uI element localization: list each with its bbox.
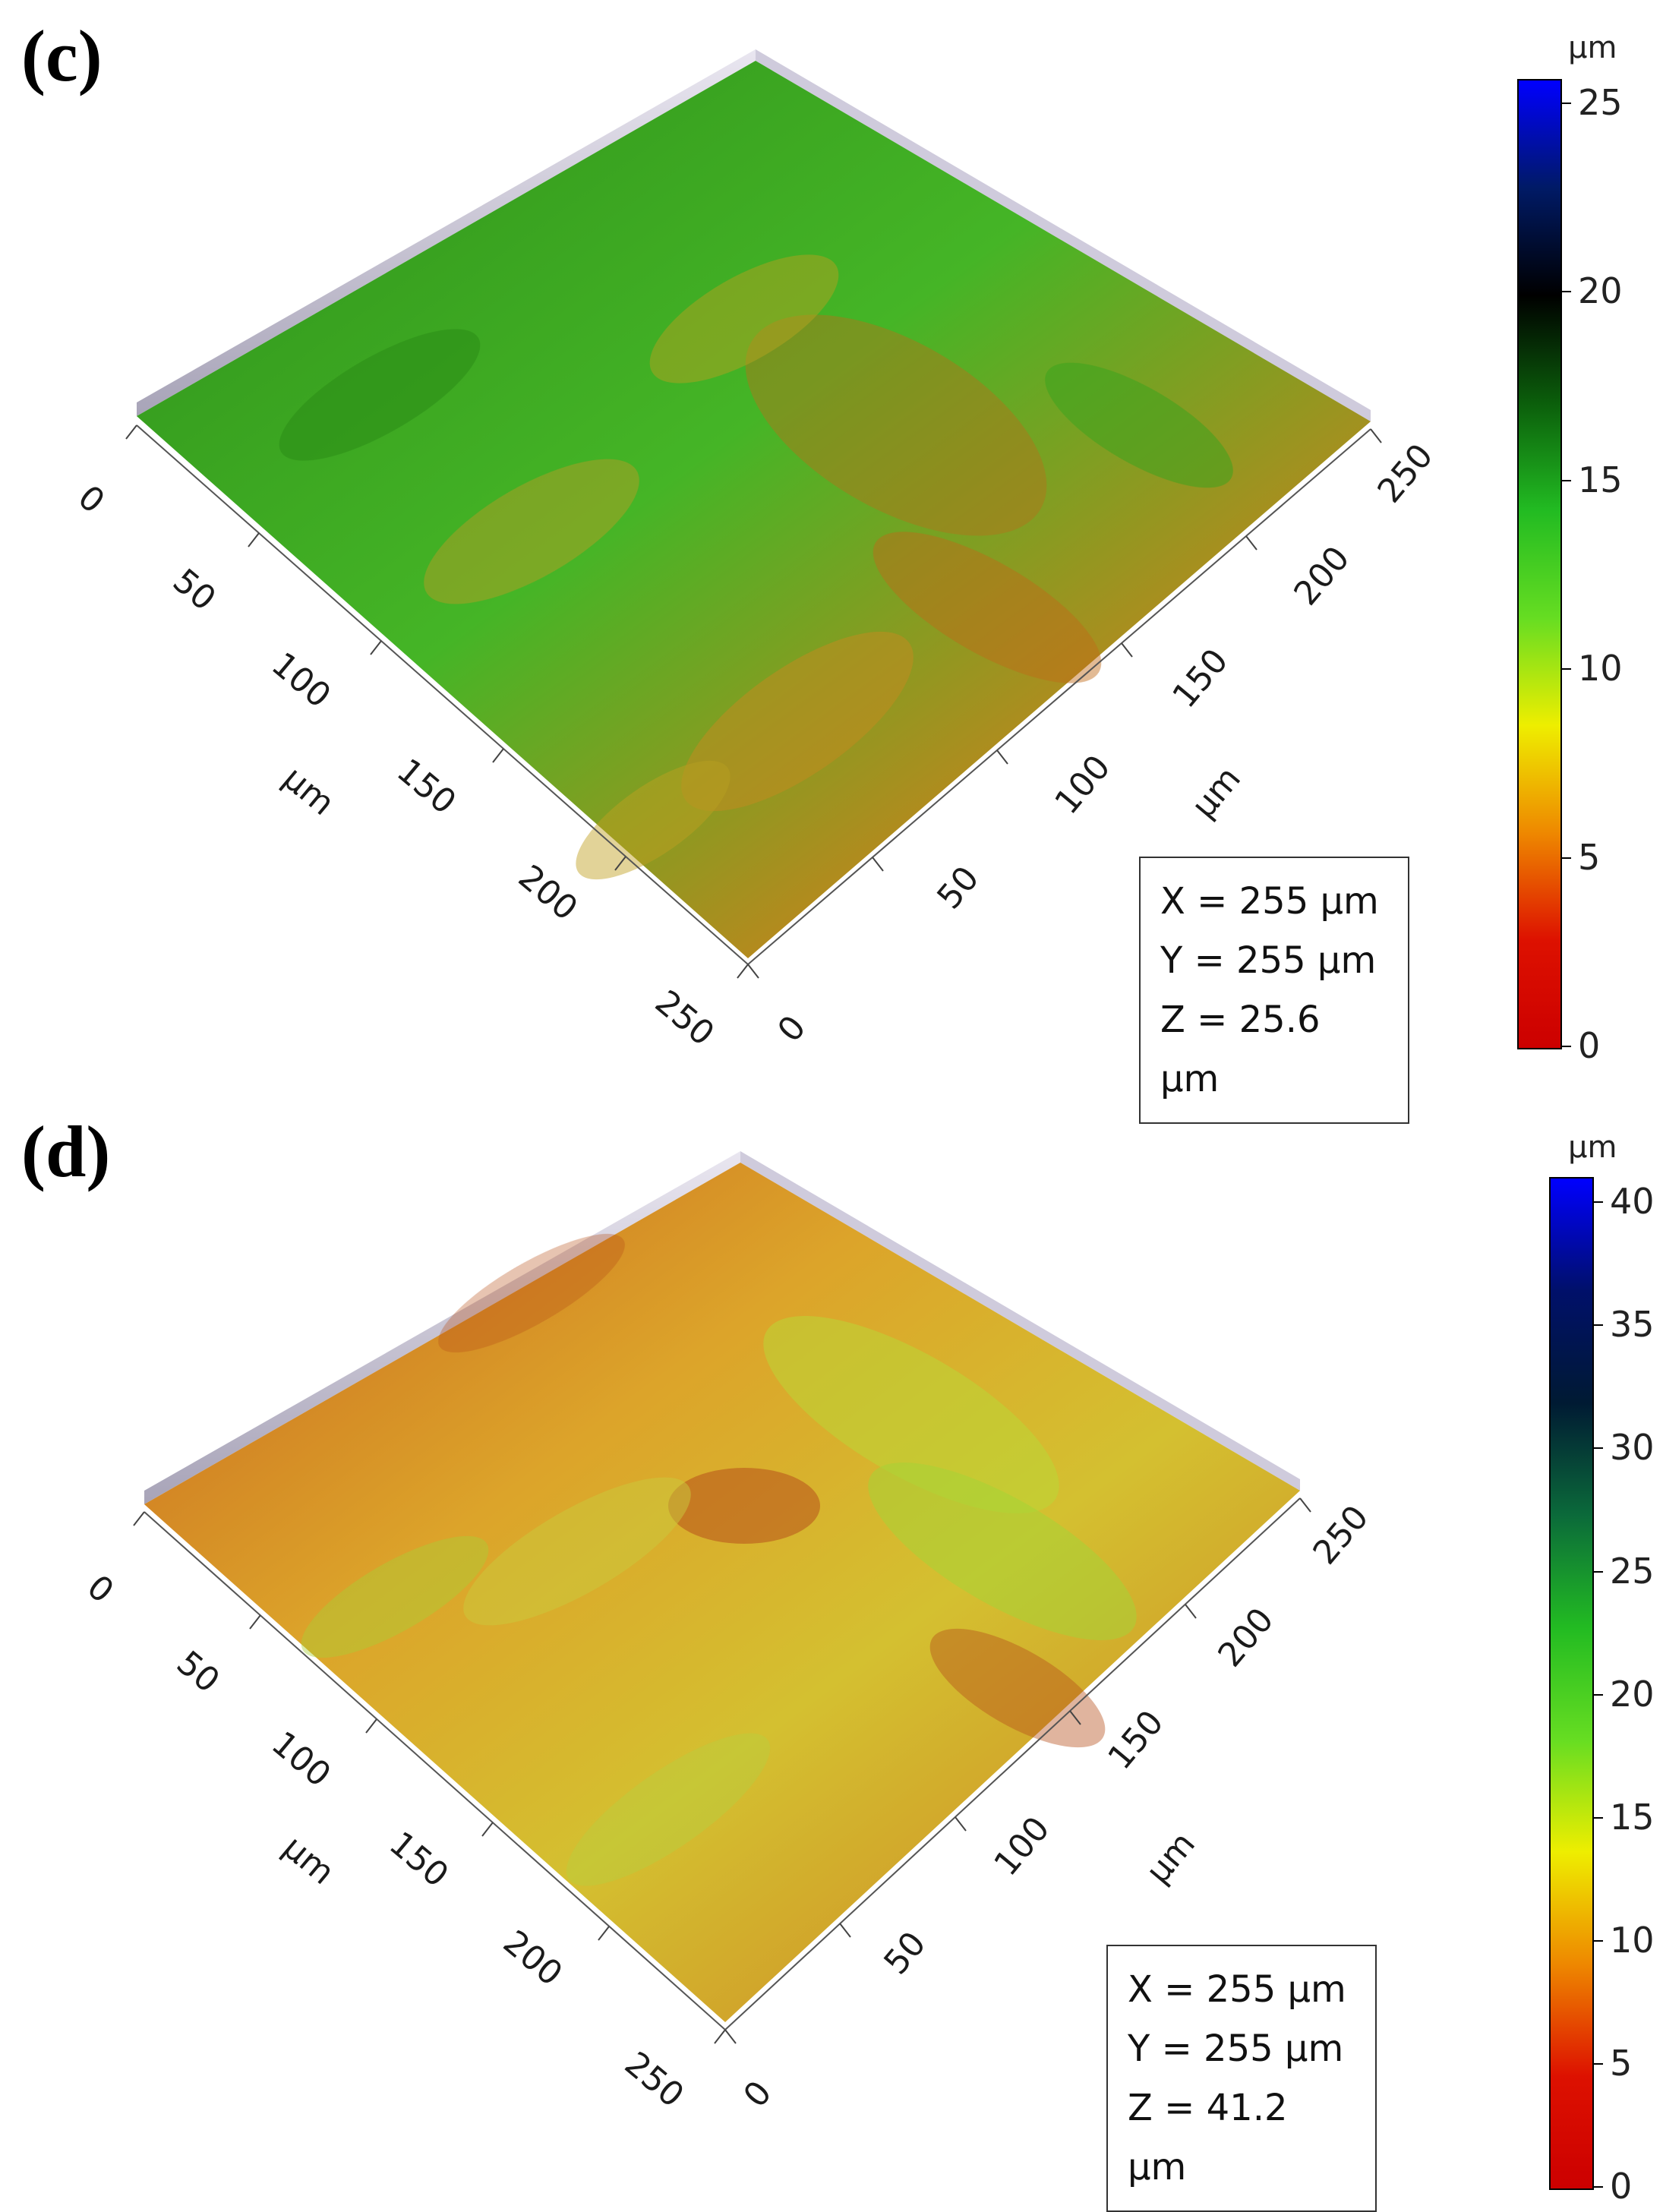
- axis-left-tick: 150: [382, 1824, 456, 1895]
- dimension-y: Y = 255 µm: [1128, 2027, 1344, 2070]
- colorbar-tick: [1592, 2186, 1603, 2188]
- colorbar-tick-label: 40: [1610, 1181, 1655, 1223]
- axis-right-tick: 0: [736, 2074, 779, 2115]
- colorbar-tick: [1592, 1201, 1603, 1204]
- axis-left-tick: 100: [264, 645, 338, 715]
- panel-c: (c): [0, 0, 1663, 1124]
- colorbar-tick-label: 0: [1610, 2166, 1633, 2207]
- axis-right-tick: 150: [1165, 642, 1235, 715]
- axis-left-tick: 250: [648, 983, 721, 1053]
- colorbar-tick-label: 30: [1610, 1427, 1655, 1469]
- dimension-info-box: X = 255 µm Y = 255 µm Z = 25.6 µm: [1139, 857, 1409, 1124]
- surface-texture: [301, 1233, 1137, 1886]
- axis-left-line: [136, 424, 749, 965]
- dimension-y: Y = 255 µm: [1160, 939, 1377, 982]
- colorbar-tick-label: 20: [1578, 270, 1623, 312]
- colorbar-tick: [1592, 2062, 1603, 2065]
- colorbar-tick-label: 20: [1610, 1673, 1655, 1715]
- colorbar-tick-label: 15: [1578, 459, 1623, 500]
- colorbar-tick: [1560, 1046, 1571, 1047]
- axis-right-line: [724, 1497, 1301, 2031]
- panel-label: (d): [21, 1111, 111, 1192]
- panel-label: (c): [21, 15, 103, 96]
- colorbar-tick: [1560, 291, 1571, 293]
- colorbar-unit: µm: [1568, 1130, 1617, 1165]
- surface: [137, 61, 1371, 958]
- axis-right-ticks: [747, 428, 1382, 979]
- axis-left-tick: 200: [511, 857, 585, 928]
- axis-left-tick: 100: [264, 1724, 338, 1794]
- colorbar-tick-label: 25: [1578, 81, 1623, 123]
- axis-right-tick: 0: [770, 1008, 813, 1049]
- colorbar-tick: [1560, 479, 1571, 481]
- axis-right-line: [747, 428, 1371, 965]
- surface-plot: 0 50 100 150 200 250 µm 0 50 100 150 200…: [80, 1151, 1376, 2115]
- colorbar-tick: [1592, 1570, 1603, 1573]
- surface: [144, 1163, 1300, 2022]
- back-wall-left: [137, 49, 756, 416]
- colorbar-tick: [1592, 1816, 1603, 1819]
- axis-right-tick: 250: [1370, 437, 1441, 510]
- axis-left-tick: 50: [169, 1643, 227, 1700]
- axis-left-unit: µm: [276, 1828, 342, 1892]
- colorbar-tick-label: 0: [1578, 1025, 1601, 1066]
- dimension-z: Z = 25.6 µm: [1160, 999, 1321, 1100]
- colorbar: [1517, 79, 1562, 1049]
- axis-left-tick: 250: [617, 2044, 691, 2115]
- back-wall-right: [740, 1151, 1300, 1491]
- surface-texture: [279, 254, 1233, 880]
- axis-right-tick: 50: [929, 859, 986, 917]
- axis-left-tick: 0: [80, 1567, 121, 1611]
- colorbar-tick: [1592, 1693, 1603, 1696]
- colorbar-tick-label: 10: [1578, 648, 1623, 689]
- dimension-z: Z = 41.2 µm: [1128, 2087, 1288, 2188]
- axis-left-unit: µm: [276, 759, 342, 823]
- colorbar-tick: [1592, 1324, 1603, 1327]
- colorbar-tick-label: 5: [1610, 2042, 1633, 2084]
- dimension-x: X = 255 µm: [1160, 880, 1379, 923]
- axis-right-unit: µm: [1138, 1825, 1203, 1891]
- axis-right-tick: 200: [1286, 539, 1357, 613]
- axis-right-tick: 150: [1100, 1703, 1171, 1777]
- axis-right-tick: 100: [986, 1810, 1057, 1883]
- axis-right-unit: µm: [1184, 759, 1248, 825]
- back-wall-left: [144, 1151, 740, 1504]
- colorbar-tick-label: 15: [1610, 1796, 1655, 1838]
- axis-right-ticks: [724, 1497, 1311, 2044]
- colorbar: [1549, 1177, 1594, 2190]
- colorbar-unit: µm: [1568, 30, 1617, 65]
- colorbar-tick-label: 25: [1610, 1550, 1655, 1592]
- axis-right-tick: 50: [876, 1924, 933, 1982]
- colorbar-tick-label: 5: [1578, 836, 1601, 878]
- panel-d: (d): [0, 1096, 1663, 2212]
- axis-right-tick: 200: [1210, 1601, 1281, 1674]
- colorbar-tick: [1560, 102, 1571, 104]
- colorbar-tick-label: 35: [1610, 1304, 1655, 1346]
- axis-right-tick: 250: [1305, 1498, 1376, 1572]
- axis-left-line: [144, 1511, 726, 2031]
- axis-left-tick: 200: [496, 1923, 570, 1993]
- colorbar-tick: [1592, 1447, 1603, 1450]
- axis-left-ticks: [133, 1511, 726, 2044]
- colorbar-tick: [1560, 668, 1571, 671]
- axis-left-ticks: [125, 424, 749, 979]
- dimension-x: X = 255 µm: [1128, 1968, 1346, 2011]
- axis-left-tick: 0: [71, 478, 112, 521]
- axis-left-tick: 50: [166, 561, 223, 618]
- surface-plot: 0 50 100 150 200 250 µm 0 50 100 150 200…: [71, 49, 1441, 1053]
- axis-right-tick: 100: [1047, 748, 1118, 822]
- colorbar-tick-label: 10: [1610, 1919, 1655, 1961]
- colorbar-tick: [1560, 857, 1571, 859]
- colorbar-tick: [1592, 1939, 1603, 1942]
- axis-left-tick: 150: [390, 751, 463, 822]
- back-wall-right: [756, 49, 1371, 421]
- dimension-info-box: X = 255 µm Y = 255 µm Z = 41.2 µm: [1106, 1945, 1377, 2212]
